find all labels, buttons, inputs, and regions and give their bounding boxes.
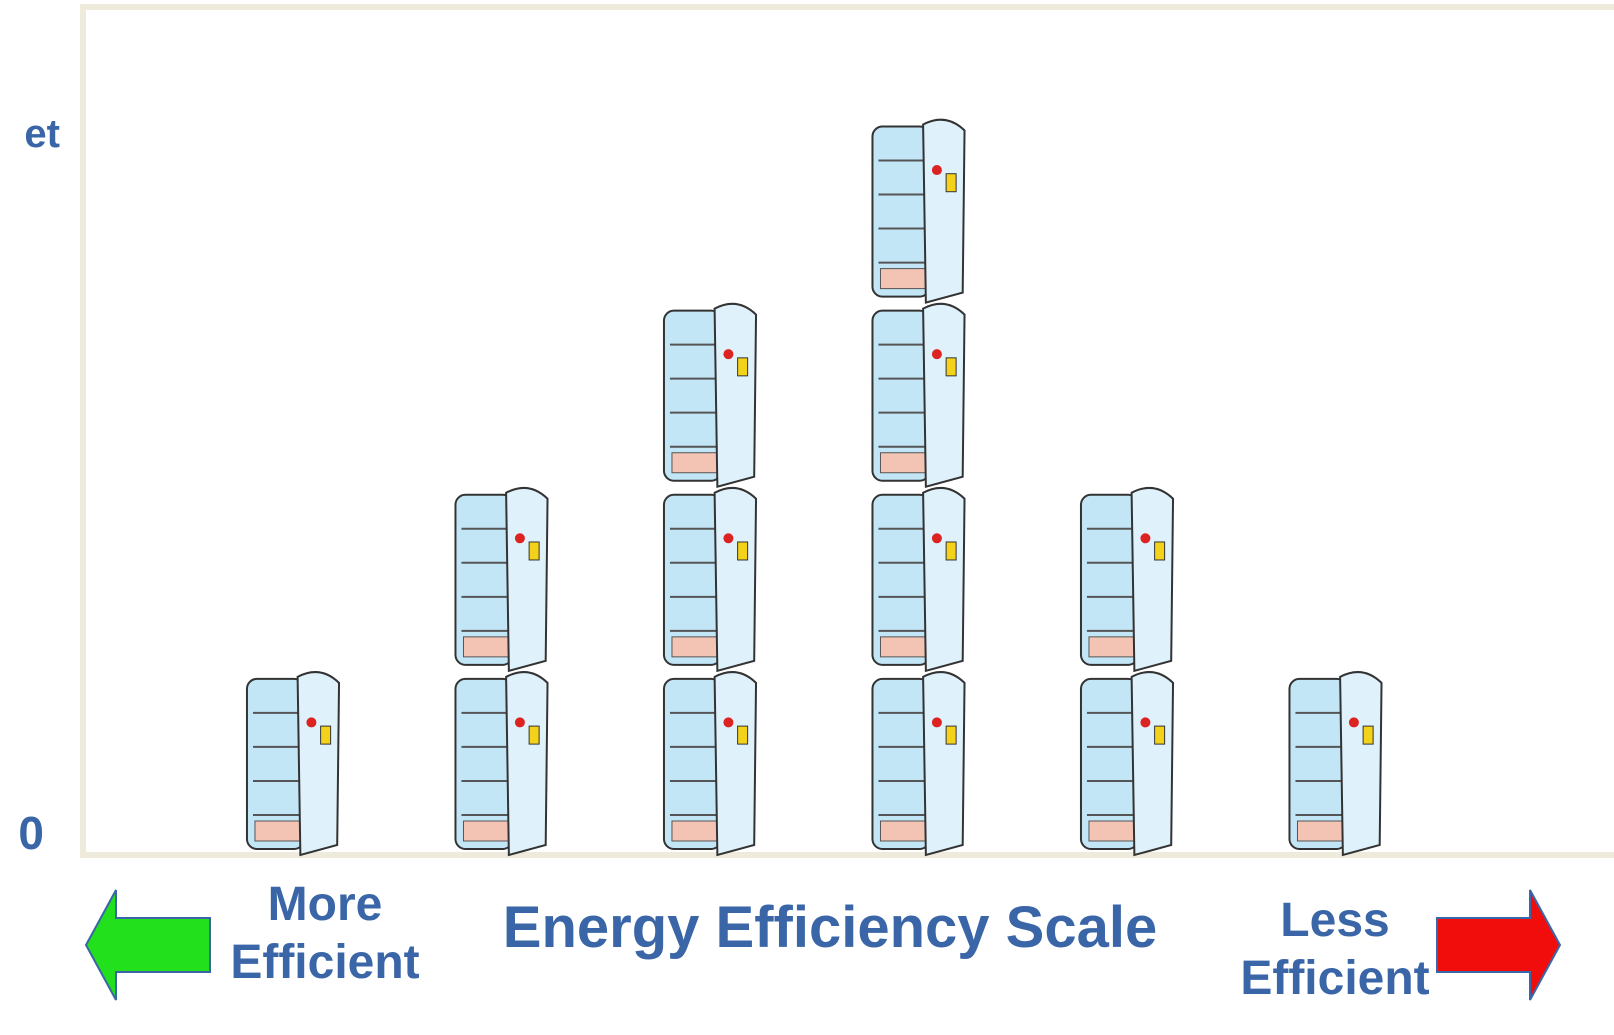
fridge [871, 118, 966, 304]
fridge-magnet [931, 165, 942, 176]
fridge-door [505, 486, 549, 673]
fridge [1079, 671, 1175, 857]
fridge [871, 302, 966, 489]
fridge-magnet [514, 717, 525, 728]
fridge-door [922, 671, 966, 857]
fridge-drawer [1296, 820, 1345, 842]
fridge-door [1339, 671, 1383, 857]
fridge [871, 486, 966, 673]
y-tick-label: 0 [18, 807, 44, 859]
fridge-drawer [462, 636, 510, 658]
fridge [662, 486, 758, 673]
fridge-note [528, 725, 540, 745]
fridge-magnet [514, 533, 525, 544]
fridge [662, 302, 758, 489]
pictogram-column [1288, 671, 1383, 857]
fridge [871, 671, 966, 857]
fridge-drawer [879, 636, 928, 658]
fridge-drawer [671, 820, 719, 842]
fridge [454, 671, 549, 857]
fridge-door [1130, 671, 1175, 857]
fridge [1288, 671, 1383, 857]
fridge-magnet [1140, 717, 1151, 728]
fridge-drawer [1088, 820, 1136, 842]
right-label: Less Efficient [1240, 894, 1430, 1005]
right-arrow [1436, 889, 1562, 1001]
fridge-drawer [671, 636, 719, 658]
fridge-drawer [1088, 636, 1136, 658]
fridge-door [922, 486, 966, 673]
fridge-door [713, 486, 758, 673]
fridge-note [1154, 725, 1166, 745]
fridge-door [713, 302, 758, 489]
fridge-note [737, 725, 749, 745]
pictogram-column [245, 671, 341, 857]
fridge [662, 671, 758, 857]
fridge-drawer [671, 452, 719, 474]
fridge-magnet [1140, 533, 1151, 544]
pictogram-column [662, 302, 758, 857]
fridge [454, 486, 549, 673]
fridge-note [945, 357, 957, 377]
fridge-note [945, 541, 957, 561]
fridge-magnet [723, 717, 734, 728]
fridge-magnet [306, 717, 317, 728]
fridge-door [922, 302, 966, 489]
pictogram-column [1079, 486, 1175, 857]
fridge-note [528, 541, 540, 561]
fridge-note [945, 725, 957, 745]
fridge-magnet [931, 349, 942, 360]
fridge-drawer [254, 820, 302, 842]
plot-frame [80, 4, 1614, 858]
fridge-drawer [462, 820, 510, 842]
fridge-magnet [931, 717, 942, 728]
fridge-note [737, 541, 749, 561]
pictogram-column [871, 118, 966, 857]
fridge-door [296, 671, 341, 857]
x-axis-label: Energy Efficiency Scale [502, 895, 1158, 960]
fridge-magnet [1348, 717, 1359, 728]
fridge-drawer [879, 452, 928, 474]
fridge-magnet [723, 349, 734, 360]
fridge-door [505, 671, 549, 857]
fridge-door [922, 118, 966, 304]
fridge-note [1362, 725, 1374, 745]
y-axis-label: et [24, 112, 60, 156]
fridge-drawer [879, 268, 928, 290]
fridge-magnet [723, 533, 734, 544]
left-label: More Efficient [230, 878, 420, 989]
fridge-door [713, 671, 758, 857]
fridge-drawer [879, 820, 928, 842]
fridge [1079, 486, 1175, 673]
left-arrow [84, 889, 211, 1001]
fridge-note [737, 357, 749, 377]
fridge-note [1154, 541, 1166, 561]
fridge-magnet [931, 533, 942, 544]
fridge-note [320, 725, 332, 745]
pictogram-column [454, 486, 549, 857]
fridge-door [1130, 486, 1175, 673]
fridge [245, 671, 341, 857]
fridge-note [945, 173, 957, 193]
